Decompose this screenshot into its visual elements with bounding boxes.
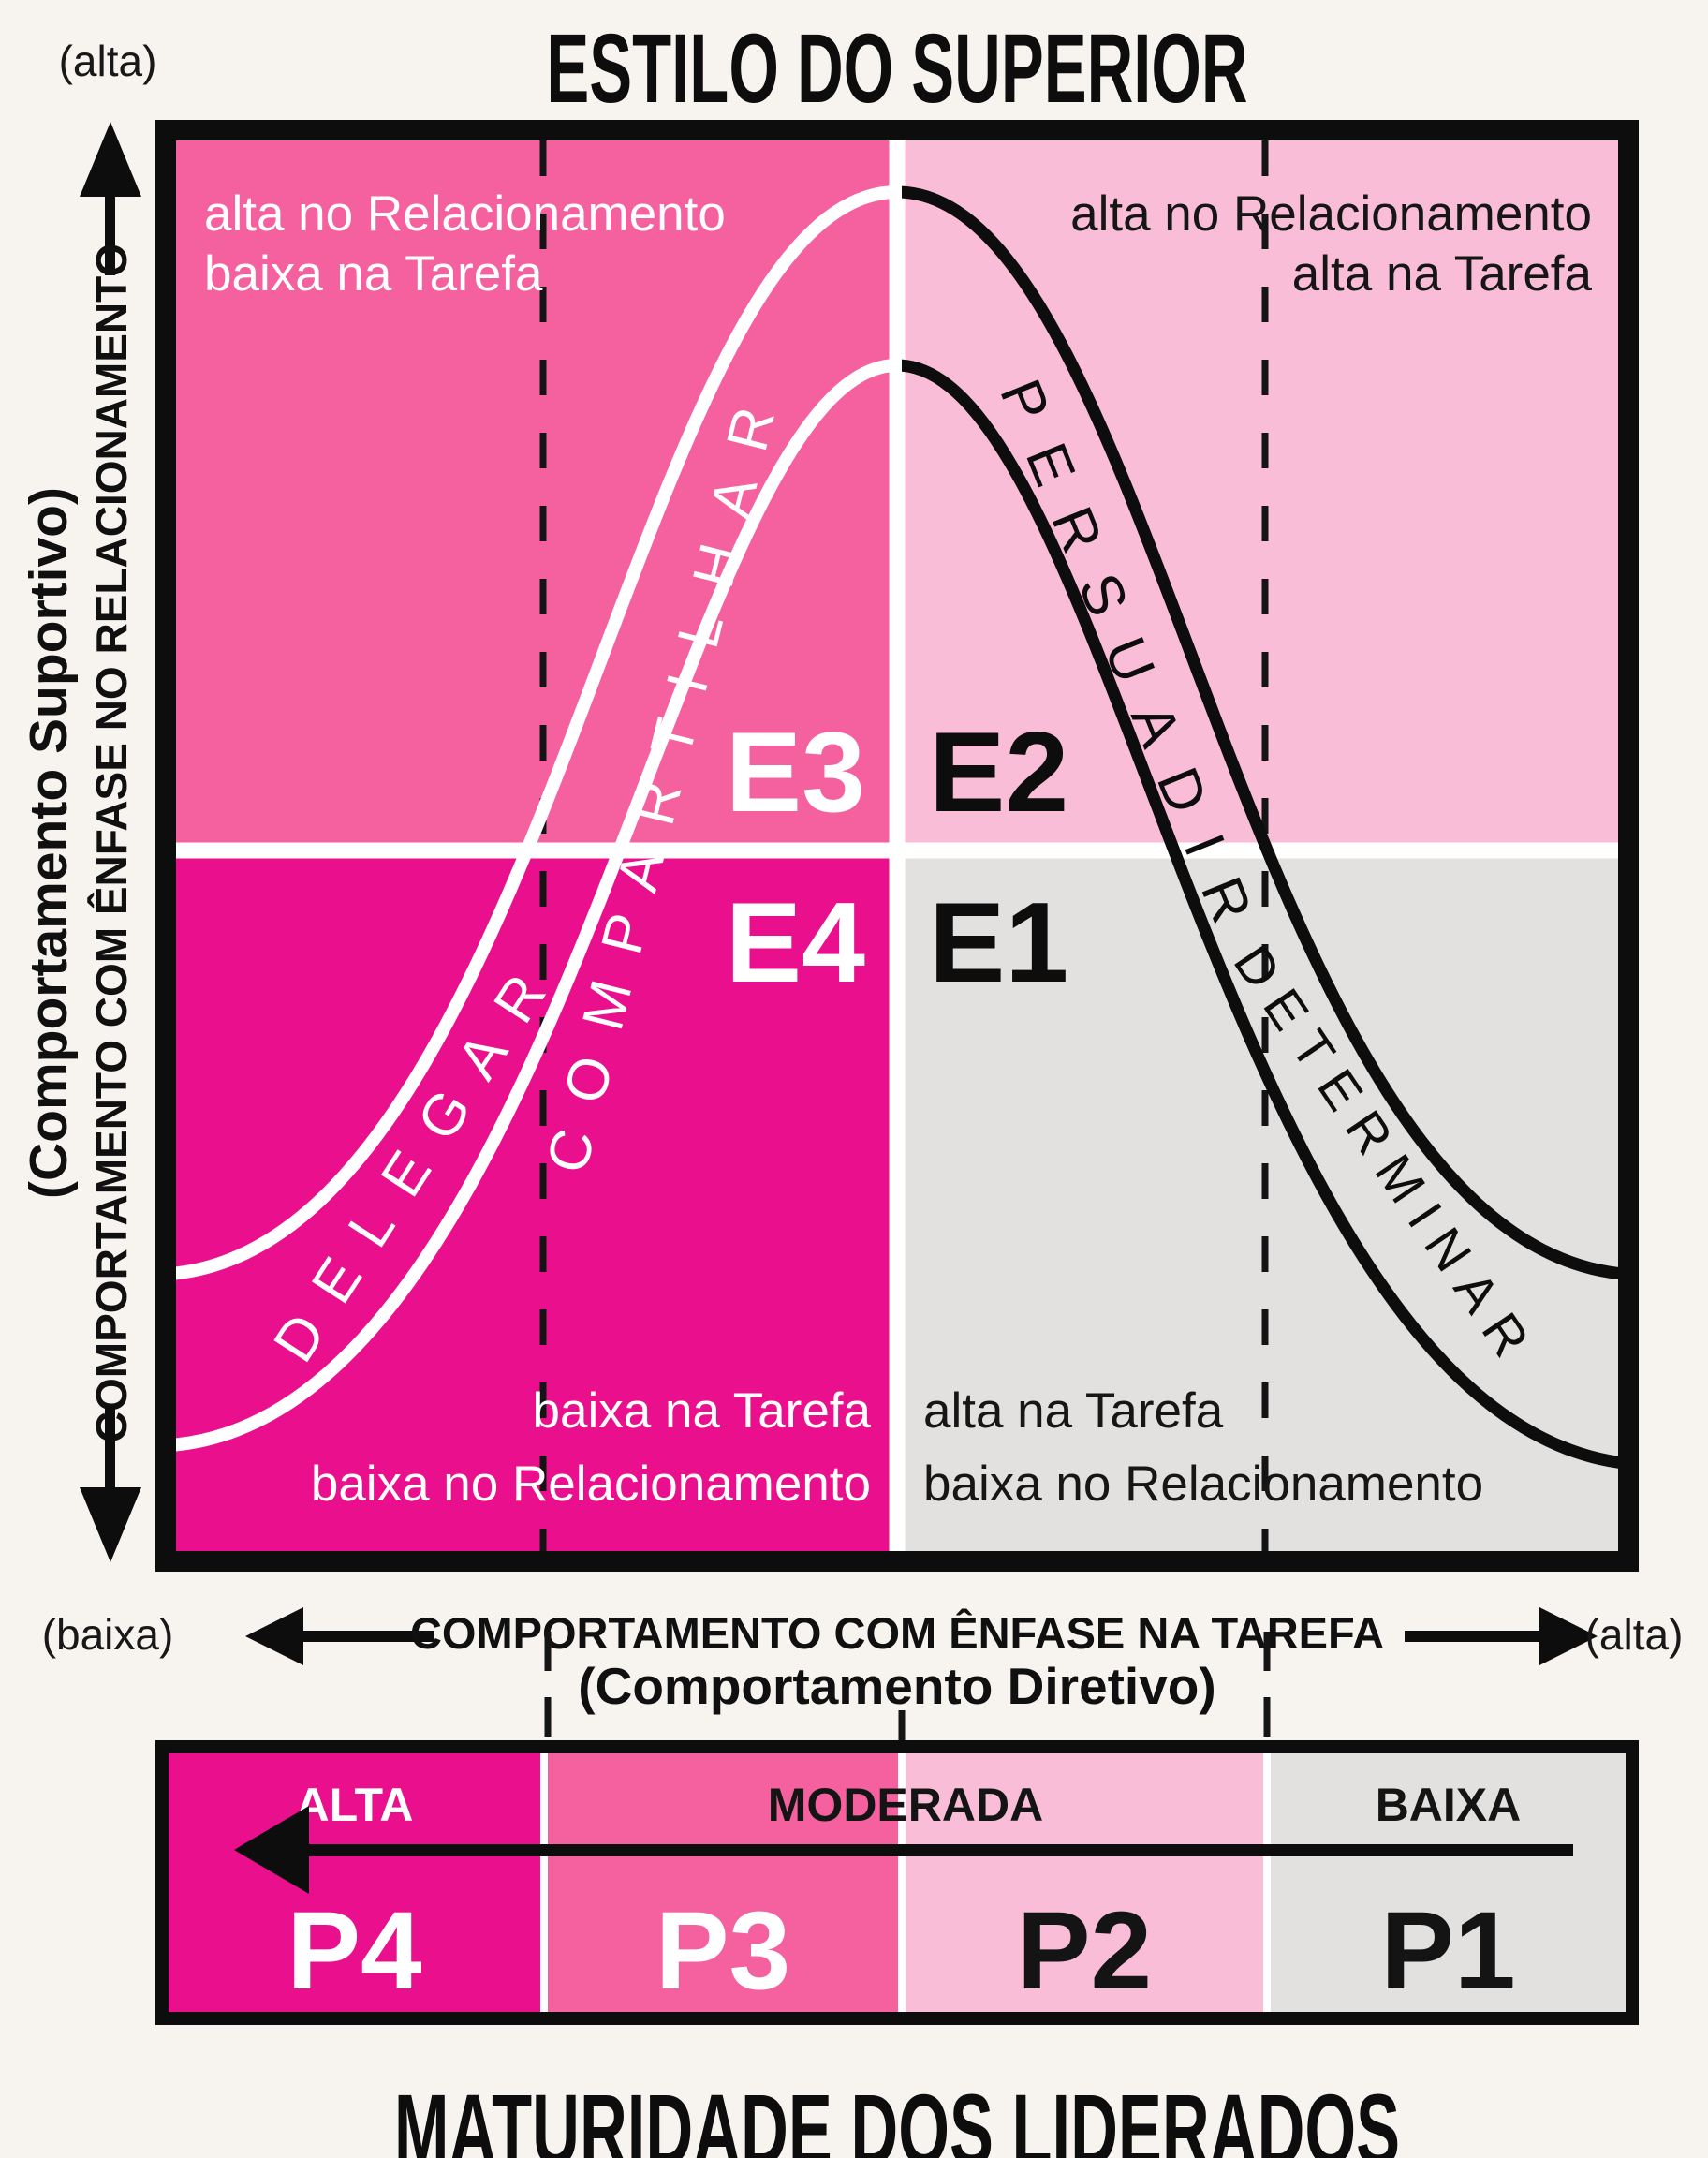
y-axis-down-arrow-icon xyxy=(80,1487,141,1562)
quadrant-e1-caption-line1: alta na Tarefa xyxy=(923,1383,1224,1439)
maturity-cell-p2: P2 xyxy=(906,1753,1263,2012)
x-axis-left-arrow-shaft xyxy=(300,1631,434,1642)
quadrant-e2-bg xyxy=(897,140,1618,850)
x-axis-caps-label: COMPORTAMENTO COM ÊNFASE NA TAREFA xyxy=(409,1608,1385,1658)
quadrant-e4-caption-line1: baixa na Tarefa xyxy=(533,1383,872,1439)
maturity-arrow-shaft xyxy=(307,1844,1573,1856)
quadrant-e3-caption-line2: baixa na Tarefa xyxy=(204,246,543,302)
quadrant-e3-bg xyxy=(176,140,897,850)
bell-curve-inner-left xyxy=(176,358,902,1452)
y-axis-high-label: (alta) xyxy=(58,37,157,85)
maturity-bar: P4 P3 P2 P1 ALTA MODERADA BAIXA xyxy=(155,1740,1639,2025)
quadrant-e1-caption-line2: baixa no Relacionamento xyxy=(923,1456,1483,1512)
code-e3: E3 xyxy=(726,708,865,835)
maturity-level-baixa: BAIXA xyxy=(1375,1779,1522,1831)
page-title: ESTILO DO SUPERIOR xyxy=(546,14,1248,125)
x-axis-right-arrow-shaft xyxy=(1405,1631,1539,1642)
code-e2: E2 xyxy=(929,708,1068,835)
y-axis-shaft-top xyxy=(105,193,115,275)
bell-curve-outer-right xyxy=(902,185,1618,1279)
y-axis-shaft-bottom xyxy=(105,1407,115,1489)
quadrant-e2-caption-line2: alta na Tarefa xyxy=(1292,246,1593,302)
bell-curve-inner-right xyxy=(902,359,1618,1469)
x-axis-low-label: (baixa) xyxy=(41,1610,174,1659)
y-axis-up-arrow-icon xyxy=(80,122,141,197)
code-e1: E1 xyxy=(929,879,1068,1006)
quadrant-e3-caption-line1: alta no Relacionamento xyxy=(204,186,726,242)
code-e4: E4 xyxy=(726,879,865,1006)
quadrant-e4-caption-line2: baixa no Relacionamento xyxy=(311,1456,871,1512)
maturity-code-p1: P1 xyxy=(1380,1889,1516,2013)
footer-title: MATURIDADE DOS LIDERADOS xyxy=(393,2073,1401,2158)
x-axis-right-arrow-icon xyxy=(1539,1607,1598,1665)
maturity-cell-p3: P3 xyxy=(548,1753,898,2012)
x-axis-left-arrow-icon xyxy=(245,1607,303,1665)
style-grid: alta no Relacionamento baixa na Tarefa a… xyxy=(176,140,1618,1551)
maturity-code-p2: P2 xyxy=(1016,1889,1153,2013)
maturity-code-p4: P4 xyxy=(287,1889,422,2013)
quadrant-e1-bg xyxy=(897,850,1618,1551)
style-grid-frame: alta no Relacionamento baixa na Tarefa a… xyxy=(155,120,1639,1572)
maturity-code-p3: P3 xyxy=(655,1889,791,2013)
maturity-cells: P4 P3 P2 P1 xyxy=(169,1753,1626,2012)
maturity-arrow-head-icon xyxy=(234,1806,309,1894)
x-axis-high-label: (alta) xyxy=(1584,1610,1684,1659)
maturity-cell-p1: P1 xyxy=(1271,1753,1626,2012)
maturity-cell-p4: P4 xyxy=(169,1753,540,2012)
quadrant-e2-caption-line1: alta no Relacionamento xyxy=(1070,186,1592,242)
maturity-level-moderada: MODERADA xyxy=(767,1779,1044,1831)
y-axis-caps-label: COMPORTAMENTO COM ÊNFASE NO RELACIONAMEN… xyxy=(87,243,136,1443)
y-axis-paren-label: (Comportamento Suportivo) xyxy=(19,487,79,1199)
quadrant-e4-bg xyxy=(176,850,897,1551)
x-axis-paren-label: (Comportamento Diretivo) xyxy=(578,1657,1216,1715)
maturity-level-alta: ALTA xyxy=(295,1779,414,1831)
bell-curve-outer-left xyxy=(176,185,902,1280)
dashed-connectors xyxy=(544,1632,1271,1742)
